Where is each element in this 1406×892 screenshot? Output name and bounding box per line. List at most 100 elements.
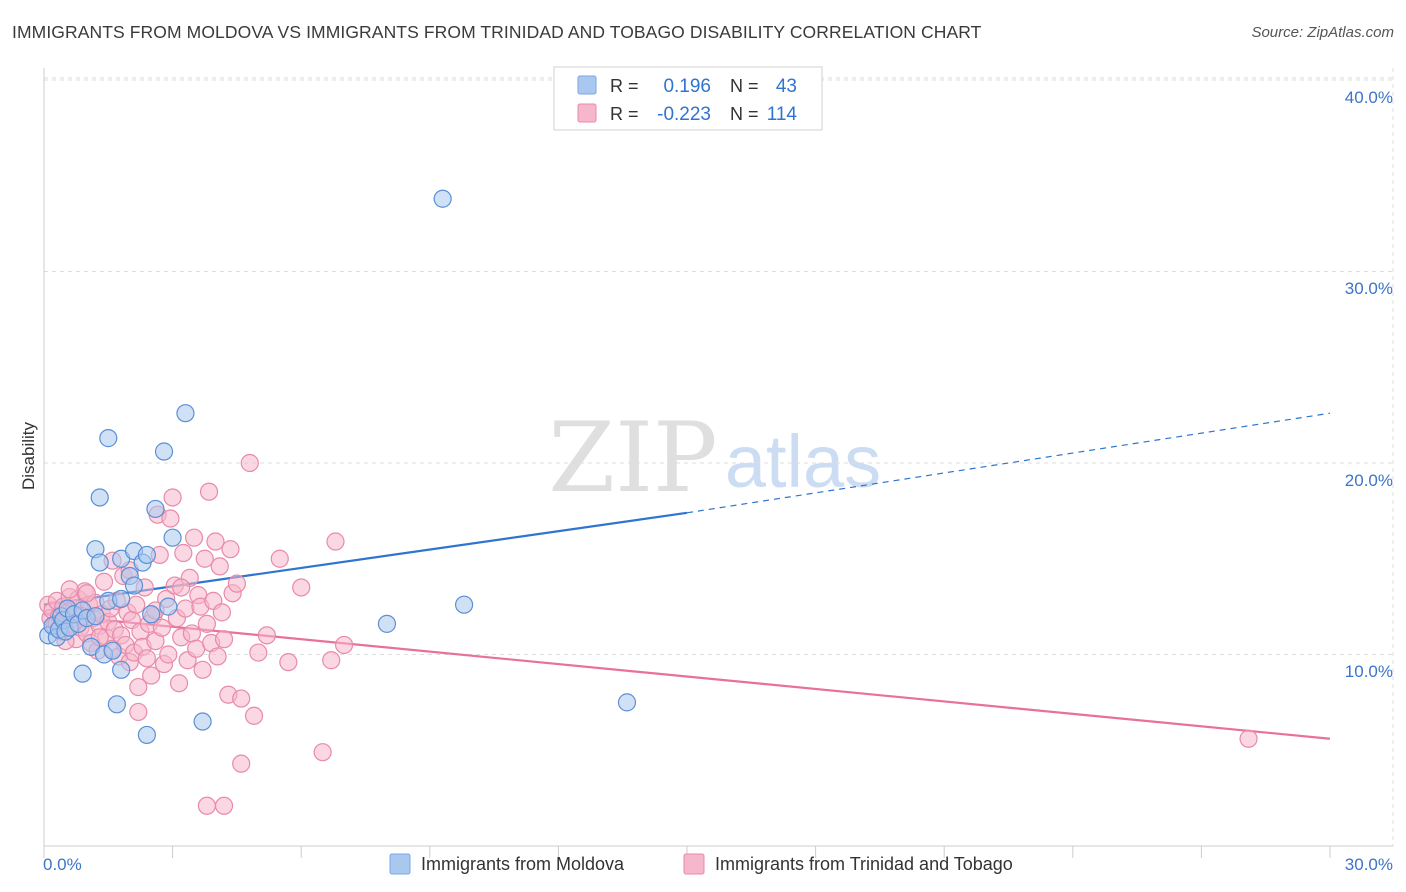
trinidad-point-96: [334, 635, 354, 655]
legend-swatch-moldova: [577, 75, 597, 95]
x-tick-label-min: 0.0%: [43, 855, 82, 874]
trinidad-point-93: [292, 578, 311, 597]
trinidad-point-108: [60, 580, 79, 599]
trinidad-point-92: [279, 653, 298, 672]
trinidad-point-61: [169, 674, 189, 693]
trend-line-moldova-extension: [686, 412, 1331, 514]
legend-r-label-trinidad: R =: [610, 104, 639, 124]
moldova-point-25: [107, 695, 126, 714]
trinidad-point-57: [161, 509, 180, 528]
trinidad-point-80: [210, 557, 229, 576]
trinidad-point-91: [270, 549, 289, 568]
moldova-point-42: [433, 189, 452, 208]
trinidad-point-95: [326, 532, 345, 551]
y-tick-label-40: 40.0%: [1345, 88, 1393, 107]
trinidad-point-73: [195, 549, 214, 568]
trinidad-point-89: [249, 643, 268, 662]
trinidad-point-42: [129, 677, 148, 697]
watermark-zip: ZIP: [548, 402, 717, 514]
trinidad-point-26: [94, 572, 114, 591]
trinidad-point-106: [172, 578, 191, 597]
moldova-point-34: [146, 499, 165, 519]
moldova-point-32: [142, 605, 161, 624]
trinidad-point-63: [174, 543, 193, 563]
chart-source: Source: ZipAtlas.com: [1251, 24, 1394, 41]
trinidad-point-67: [182, 624, 201, 643]
series-legend: Immigrants from Moldova Immigrants from …: [389, 853, 1013, 875]
moldova-point-15: [73, 664, 92, 683]
trinidad-point-100: [232, 754, 251, 773]
trinidad-point-58: [163, 488, 182, 507]
axes: [43, 68, 1393, 858]
moldova-point-14: [86, 607, 105, 626]
moldova-point-18: [90, 553, 109, 572]
trend-line-trinidad: [43, 613, 1331, 740]
trinidad-point-56: [159, 645, 178, 664]
legend-r-label-moldova: R =: [610, 76, 639, 96]
watermark: ZIP atlas: [548, 402, 881, 514]
y-axis-label: Disability: [19, 421, 38, 490]
moldova-points: [39, 189, 637, 745]
moldova-point-35: [154, 442, 174, 461]
trinidad-point-110: [77, 584, 96, 603]
legend-r-value-trinidad: -0.223: [657, 104, 711, 125]
correlation-legend: R = 0.196 N = 43 R = -0.223 N = 114: [553, 66, 823, 131]
y-tick-label-10: 10.0%: [1345, 662, 1393, 681]
trinidad-point-84: [221, 540, 240, 559]
trinidad-point-88: [240, 453, 259, 473]
legend-swatch-trinidad: [577, 103, 597, 123]
trinidad-point-72: [193, 660, 212, 679]
legend-r-value-moldova: 0.196: [663, 76, 711, 97]
x-tick-label-max: 30.0%: [1345, 855, 1393, 874]
trinidad-point-68: [184, 528, 204, 547]
trinidad-point-78: [206, 532, 225, 551]
correlation-legend-box: [553, 66, 823, 131]
trinidad-point-111: [1239, 729, 1258, 748]
moldova-point-24: [99, 429, 118, 448]
moldova-point-40: [377, 614, 397, 633]
trinidad-point-87: [232, 689, 251, 708]
trinidad-point-86: [227, 574, 246, 593]
series-legend-label-moldova: Immigrants from Moldova: [421, 854, 625, 874]
moldova-point-29: [124, 576, 144, 595]
trinidad-point-99: [214, 796, 234, 815]
trinidad-point-98: [197, 796, 216, 815]
y-tick-label-30: 30.0%: [1345, 279, 1393, 298]
moldova-point-43: [617, 693, 637, 712]
trinidad-point-97: [129, 702, 148, 722]
trinidad-point-81: [212, 603, 231, 622]
legend-n-label-trinidad: N =: [730, 104, 759, 124]
trinidad-point-82: [214, 630, 234, 649]
moldova-point-33: [137, 725, 156, 745]
chart-title: IMMIGRANTS FROM MOLDOVA VS IMMIGRANTS FR…: [12, 22, 982, 42]
moldova-point-36: [159, 597, 178, 616]
watermark-atlas: atlas: [725, 420, 881, 503]
legend-n-value-moldova: 43: [776, 76, 797, 97]
moldova-point-23: [112, 589, 131, 609]
trinidad-point-79: [208, 647, 227, 666]
series-legend-label-trinidad: Immigrants from Trinidad and Tobago: [715, 854, 1013, 874]
series-legend-swatch-trinidad: [683, 853, 705, 875]
trinidad-point-112: [322, 651, 341, 670]
moldova-point-39: [193, 712, 212, 731]
moldova-point-37: [163, 528, 182, 547]
moldova-point-17: [90, 488, 109, 507]
moldova-point-26: [112, 660, 131, 679]
trinidad-point-48: [142, 666, 161, 685]
series-legend-swatch-moldova: [389, 853, 411, 875]
trinidad-point-46: [137, 649, 156, 668]
trinidad-point-74: [197, 614, 216, 633]
legend-n-value-trinidad: 114: [767, 104, 798, 125]
trinidad-point-75: [199, 482, 219, 501]
moldova-point-41: [454, 595, 474, 614]
trinidad-point-64: [176, 599, 195, 618]
trinidad-point-94: [313, 743, 332, 762]
y-tick-label-20: 20.0%: [1345, 471, 1393, 490]
moldova-point-38: [176, 404, 195, 423]
moldova-point-21: [103, 641, 122, 660]
moldova-point-31: [137, 545, 156, 565]
trinidad-point-101: [244, 706, 264, 725]
legend-n-label-moldova: N =: [730, 76, 759, 96]
trinidad-point-53: [152, 618, 171, 637]
